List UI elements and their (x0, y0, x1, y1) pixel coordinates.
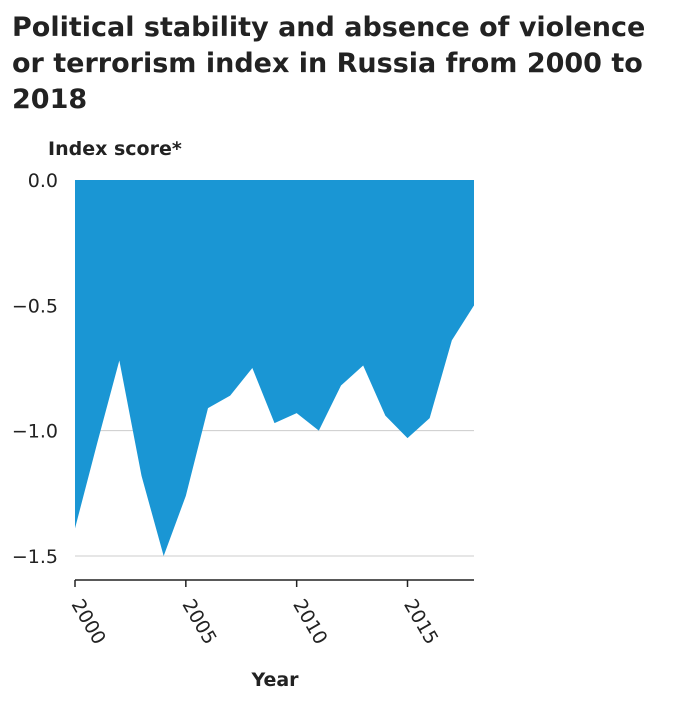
x-tick-label: 2000 (67, 596, 110, 649)
chart-title-line: Political stability and absence of viole… (12, 12, 645, 43)
y-tick-label: 0.0 (28, 170, 58, 192)
x-axis-title: Year (250, 669, 299, 691)
y-axis-title: Index score* (48, 138, 182, 160)
area-series (75, 180, 474, 556)
y-tick-label: −0.5 (12, 295, 58, 317)
y-tick-label: −1.0 (12, 421, 58, 443)
x-tick-label: 2005 (178, 596, 221, 649)
chart-title-line: or terrorism index in Russia from 2000 t… (12, 48, 643, 79)
chart-title: Political stability and absence of viole… (12, 12, 645, 115)
chart-title-line: 2018 (12, 84, 87, 115)
x-tick-label: 2010 (288, 596, 331, 649)
y-tick-label: −1.5 (12, 546, 58, 568)
x-tick-label: 2015 (399, 596, 442, 649)
x-axis-ticks: 2000 2005 2010 2015 (67, 580, 442, 649)
y-axis-ticks: 0.0 −0.5 −1.0 −1.5 (12, 170, 58, 568)
